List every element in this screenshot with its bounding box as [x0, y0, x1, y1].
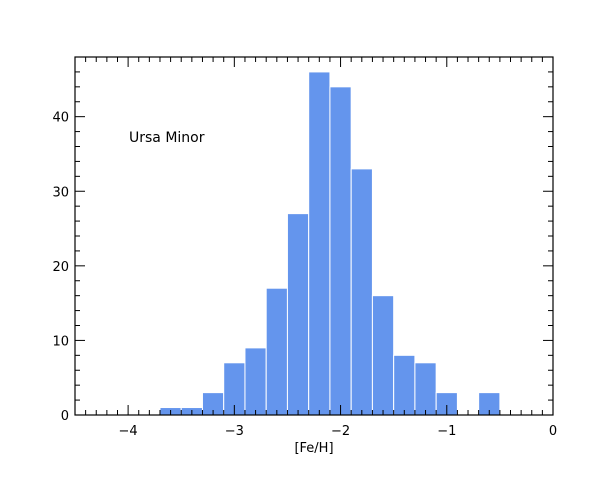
histogram-bar: [393, 354, 416, 416]
x-axis-label: [Fe/H]: [294, 441, 333, 456]
x-tick-label: −3: [225, 424, 244, 439]
x-tick-label: −4: [119, 424, 138, 439]
histogram-bar: [244, 347, 267, 416]
tick-labels: −4 −3 −2 −1 0 0 10 20 30 40: [52, 111, 557, 439]
histogram-bar: [350, 168, 373, 416]
chart-annotation: Ursa Minor: [129, 130, 205, 146]
y-tick-label: 20: [52, 260, 69, 275]
y-tick-label: 0: [61, 409, 69, 424]
y-tick-label: 30: [52, 185, 69, 200]
histogram-bars: [159, 71, 501, 416]
y-tick-label: 10: [52, 334, 69, 349]
histogram-bar: [286, 213, 310, 416]
histogram-bar: [414, 362, 437, 416]
histogram-bar: [371, 295, 395, 416]
plot-frame: [74, 56, 554, 416]
x-tick-label: 0: [549, 424, 557, 439]
histogram-bar: [329, 86, 352, 416]
y-tick-label: 40: [52, 111, 69, 126]
x-tick-label: −1: [437, 424, 456, 439]
axis-ticks: [74, 56, 554, 416]
histogram-bar: [265, 287, 288, 416]
x-tick-label: −2: [331, 424, 350, 439]
histogram-bar: [308, 71, 331, 416]
